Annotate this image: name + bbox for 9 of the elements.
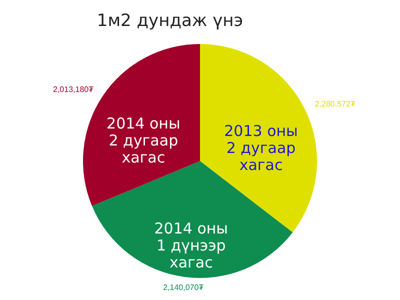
pie-slice	[200, 44, 317, 232]
slice-label: 2013 оны 2 дугаар хагас	[224, 122, 298, 174]
slice-label: 2014 оны 1 дүнээр хагас	[154, 219, 228, 272]
data-label: 2,280,572₮	[314, 99, 356, 108]
data-label: 2,013,180₮	[52, 85, 94, 94]
data-label: 2,140,070₮	[163, 282, 204, 292]
chart-title: 1м2 дундаж үнэ	[96, 11, 244, 31]
slice-label: 2014 оны 2 дугаар хагас	[106, 114, 180, 166]
pie-slice	[92, 161, 293, 278]
